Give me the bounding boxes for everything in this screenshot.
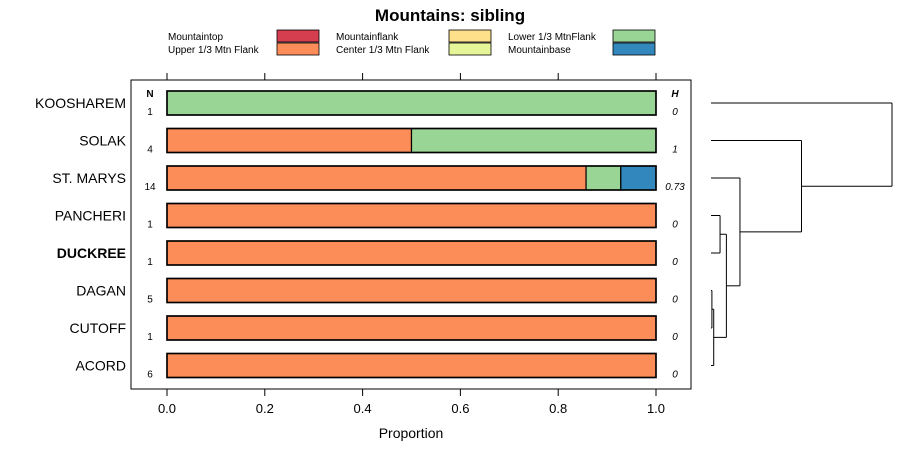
legend-swatch-upper-1-3-mtn-flank: [276, 42, 320, 56]
bar-segment-st-marys-lower-1-3-mtnflank: [585, 165, 622, 191]
x-tick-label-1: 0.2: [256, 401, 274, 416]
bar-segment-pancheri-upper-1-3-mtn-flank: [166, 202, 657, 229]
category-label-solak: SOLAK: [79, 133, 126, 149]
n-value-duckree: 1: [147, 257, 153, 268]
bar-segment-koosharem-lower-1-3-mtnflank: [166, 90, 657, 116]
category-label-acord: ACORD: [75, 358, 126, 374]
bar-segment-dagan-upper-1-3-mtn-flank: [166, 277, 657, 304]
bar-outline-st-marys: [166, 165, 657, 191]
x-tick-label-2: 0.4: [354, 401, 372, 416]
n-value-pancheri: 1: [147, 220, 153, 231]
bar-segment-acord-upper-1-3-mtn-flank: [166, 352, 657, 379]
h-column-header: H: [671, 89, 679, 100]
n-value-koosharem: 1: [147, 107, 153, 118]
n-value-dagan: 5: [147, 295, 153, 306]
legend-swatch-mountainbase: [612, 42, 656, 56]
h-value-cutoff: 0: [672, 332, 678, 343]
bar-outline-solak: [166, 127, 657, 154]
category-label-dagan: DAGAN: [76, 283, 126, 299]
legend-label-mountainbase: Mountainbase: [508, 45, 571, 56]
n-column-header: N: [146, 89, 153, 100]
bar-outline-acord: [166, 352, 657, 379]
h-value-solak: 1: [672, 145, 678, 156]
category-label-cutoff: CUTOFF: [69, 320, 126, 336]
h-value-st-marys: 0.73: [665, 182, 685, 193]
legend: Mountaintop Upper 1/3 Mtn Flank Mountainfl…: [168, 29, 656, 56]
bar-outline-duckree: [166, 240, 657, 266]
h-value-koosharem: 0: [672, 107, 678, 118]
category-label-koosharem: KOOSHAREM: [35, 95, 126, 111]
x-axis-title: Proportion: [379, 425, 444, 441]
chart-title: Mountains: sibling: [375, 6, 525, 25]
legend-swatch-lower-1-3-mtnflank: [612, 29, 656, 43]
legend-label-upper-1-3-mtn-flank: Upper 1/3 Mtn Flank: [168, 45, 260, 56]
bar-outline-pancheri: [166, 202, 657, 229]
bar-segment-solak-lower-1-3-mtnflank: [410, 127, 657, 154]
n-value-st-marys: 14: [144, 182, 156, 193]
plot-frame: [130, 79, 692, 390]
bar-segment-cutoff-upper-1-3-mtn-flank: [166, 315, 657, 341]
legend-label-mountaintop: Mountaintop: [168, 32, 223, 43]
legend-swatch-mountainflank: [448, 29, 492, 43]
x-tick-label-5: 1.0: [647, 401, 665, 416]
bar-segment-st-marys-mountainbase: [620, 165, 657, 191]
bars-group: KOOSHAREM 1 0 SOLAK 4 1 ST. MARYS 14 0.73 PANCHER…: [35, 90, 685, 381]
legend-label-mountainflank: Mountainflank: [336, 32, 399, 43]
category-label-duckree: DUCKREE: [57, 245, 126, 261]
n-value-acord: 6: [147, 370, 153, 381]
dendrogram: [711, 102, 893, 366]
legend-swatch-mountaintop: [276, 29, 320, 43]
n-value-cutoff: 1: [147, 332, 153, 343]
axes-group: 0.0 0.2 0.4 0.6 0.8 1.0: [158, 73, 665, 416]
legend-label-lower-1-3-mtnflank: Lower 1/3 MtnFlank: [508, 32, 597, 43]
bar-segment-st-marys-upper-1-3-mtn-flank: [166, 165, 587, 191]
category-label-pancheri: PANCHERI: [55, 208, 126, 224]
bar-segment-duckree-upper-1-3-mtn-flank: [166, 240, 657, 266]
legend-label-center-1-3-mtn-flank: Center 1/3 Mtn Flank: [336, 45, 430, 56]
x-tick-label-0: 0.0: [158, 401, 176, 416]
x-tick-label-3: 0.6: [451, 401, 469, 416]
legend-swatch-center-1-3-mtn-flank: [448, 42, 492, 56]
h-value-acord: 0: [672, 370, 678, 381]
h-value-duckree: 0: [672, 257, 678, 268]
bar-outline-dagan: [166, 277, 657, 304]
category-label-st-marys: ST. MARYS: [52, 170, 126, 186]
n-value-solak: 4: [147, 145, 153, 156]
bar-segment-solak-upper-1-3-mtn-flank: [166, 127, 413, 154]
bar-outline-cutoff: [166, 315, 657, 341]
bar-outline-koosharem: [166, 90, 657, 116]
h-value-dagan: 0: [672, 295, 678, 306]
h-value-pancheri: 0: [672, 220, 678, 231]
x-tick-label-4: 0.8: [549, 401, 567, 416]
